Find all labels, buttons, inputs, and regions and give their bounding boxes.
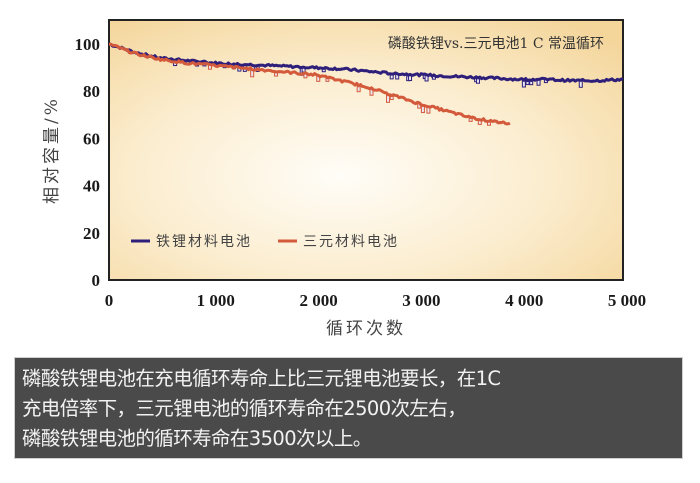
y-axis-ticks: 0 20 40 60 80 100: [75, 35, 101, 290]
x-tick-label: 2 000: [299, 291, 337, 310]
y-tick-label: 0: [92, 271, 101, 290]
caption-line-2: 充电倍率下，三元锂电池的循环寿命在2500次左右，: [22, 397, 467, 420]
legend-label-lfp: 铁锂材料电池: [156, 234, 252, 250]
legend: 铁锂材料电池 三元材料电池: [131, 234, 399, 250]
x-tick-label: 1 000: [197, 291, 235, 310]
y-tick-label: 40: [83, 177, 100, 196]
x-tick-label: 5 000: [608, 291, 646, 310]
y-tick-label: 100: [75, 35, 101, 54]
caption-box: 磷酸铁锂电池在充电循环寿命上比三元锂电池要长，在1C 充电倍率下，三元锂电池的循…: [14, 357, 683, 459]
series-layer: [108, 42, 624, 126]
y-tick-label: 80: [83, 82, 100, 101]
x-tick-label: 4 000: [505, 291, 543, 310]
series-ncm-line: [109, 42, 511, 126]
series-lfp-line: [108, 42, 624, 83]
x-axis-ticks: 0 1 000 2 000 3 000 4 000 5 000: [105, 291, 646, 310]
y-tick-label: 20: [83, 224, 100, 243]
chart-title: 磷酸铁锂vs.三元电池1 C 常温循环: [388, 36, 604, 52]
x-tick-label: 3 000: [402, 291, 440, 310]
y-tick-label: 60: [83, 129, 100, 148]
caption-line-1: 磷酸铁锂电池在充电循环寿命上比三元锂电池要长，在1C: [22, 367, 501, 390]
y-axis-title: 相对容量/%: [42, 96, 62, 204]
x-tick-label: 0: [105, 291, 114, 310]
legend-label-ncm: 三元材料电池: [303, 234, 399, 250]
x-axis-title: 循环次数: [326, 319, 406, 339]
caption-line-3: 磷酸铁锂电池的循环寿命在3500次以上。: [22, 427, 372, 450]
